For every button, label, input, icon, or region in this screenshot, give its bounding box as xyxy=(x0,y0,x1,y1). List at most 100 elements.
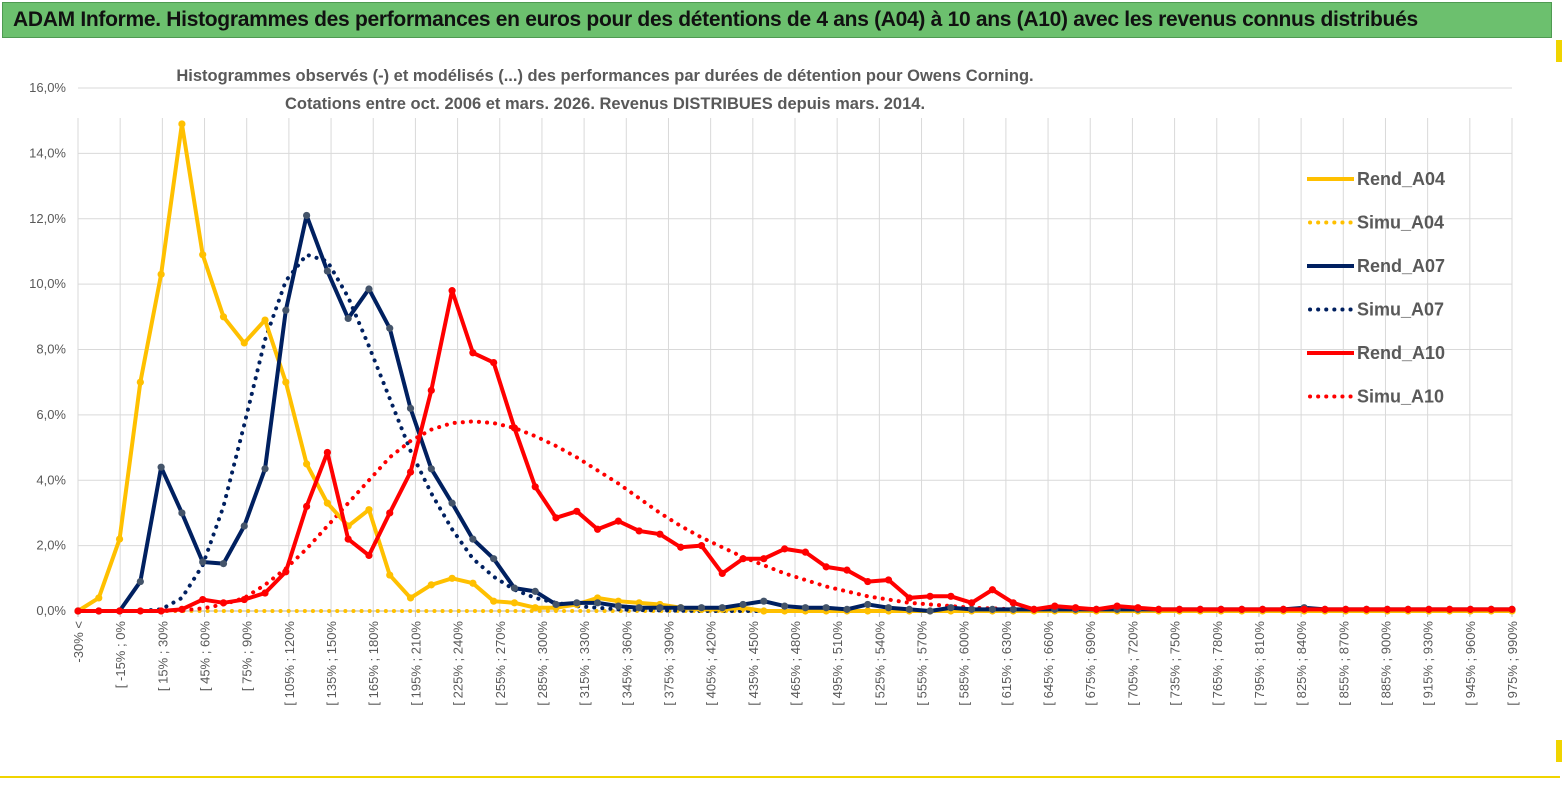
data-point xyxy=(136,577,144,586)
x-tick-label: [ 135% ; 150% xyxy=(324,621,339,706)
data-point xyxy=(282,378,290,386)
data-point xyxy=(510,424,519,432)
data-point xyxy=(864,600,872,609)
data-point xyxy=(635,604,643,612)
data-point xyxy=(199,558,207,566)
data-point xyxy=(739,600,747,609)
legend-entry: Simu_A10 xyxy=(1308,387,1444,407)
legend: Rend_A04 Simu_A04 Rend_A07 Simu_A07 Rend_A10… xyxy=(1307,169,1445,407)
data-point xyxy=(1113,602,1121,610)
data-point xyxy=(781,602,789,610)
data-point xyxy=(573,599,581,607)
data-point xyxy=(718,604,726,612)
x-tick-label: [ 795% ; 810% xyxy=(1252,621,1267,706)
data-point xyxy=(1051,602,1059,610)
data-point xyxy=(531,604,539,612)
data-point xyxy=(469,349,477,357)
data-point xyxy=(1300,605,1308,613)
data-point xyxy=(178,509,186,517)
x-axis: -30% < [ -15% ; 0% [ 15% ; 30% [ 45% ; 60% [… xyxy=(71,610,1520,706)
x-tick-label: [ 165% ; 180% xyxy=(366,621,381,706)
data-point xyxy=(760,597,768,605)
data-point xyxy=(178,120,186,128)
y-tick-label: 10,0% xyxy=(29,276,66,291)
data-point xyxy=(1217,605,1225,613)
x-tick-label: [ 465% ; 480% xyxy=(788,621,803,706)
data-point xyxy=(843,605,851,613)
data-point xyxy=(1259,605,1267,613)
report-title: ADAM Informe. Histogrammes des performan… xyxy=(13,8,1418,31)
data-point xyxy=(303,211,311,220)
data-point xyxy=(947,604,955,612)
data-point xyxy=(240,522,248,530)
data-point xyxy=(593,599,602,607)
x-tick-label: [ 705% ; 720% xyxy=(1125,621,1140,706)
data-point xyxy=(1196,605,1204,613)
data-point xyxy=(988,605,997,613)
data-point xyxy=(219,313,228,321)
data-point xyxy=(884,604,893,612)
data-point xyxy=(199,251,207,259)
data-point xyxy=(552,600,560,609)
chart-subtitle-line1: Histogrammes observés (-) et modélisés (… xyxy=(176,67,1033,85)
data-point xyxy=(219,560,228,568)
y-tick-label: 6,0% xyxy=(36,407,66,422)
legend-entry: Simu_A07 xyxy=(1308,300,1444,320)
data-point xyxy=(1342,605,1350,613)
x-tick-label: [ 825% ; 840% xyxy=(1294,621,1309,706)
x-tick-label: [ 855% ; 870% xyxy=(1336,621,1351,706)
x-tick-label: [ 375% ; 390% xyxy=(661,621,676,706)
data-point xyxy=(1466,605,1475,613)
data-point xyxy=(677,543,685,551)
data-point xyxy=(1508,605,1516,613)
data-point xyxy=(739,555,747,563)
data-point xyxy=(760,555,768,563)
data-point xyxy=(448,287,456,295)
data-point xyxy=(386,571,394,579)
data-point xyxy=(1362,605,1371,613)
data-point xyxy=(282,568,290,576)
legend-entry: Rend_A10 xyxy=(1307,343,1445,363)
data-point xyxy=(822,563,830,571)
x-tick-label: [ 195% ; 210% xyxy=(408,621,423,706)
x-tick-label: [ 315% ; 330% xyxy=(577,621,592,706)
data-point xyxy=(406,468,415,476)
x-tick-label: [ 585% ; 600% xyxy=(957,621,972,706)
data-point xyxy=(282,306,290,314)
legend-label: Rend_A07 xyxy=(1357,256,1445,276)
y-tick-label: 4,0% xyxy=(36,472,66,487)
data-point xyxy=(905,605,913,613)
data-point xyxy=(884,576,893,584)
data-point xyxy=(303,460,311,468)
data-point xyxy=(656,604,664,612)
data-point xyxy=(1092,605,1100,613)
data-point xyxy=(1009,599,1017,607)
x-tick-label: [ 645% ; 660% xyxy=(1041,621,1056,706)
x-tick-label: [ 255% ; 270% xyxy=(493,621,508,706)
data-point xyxy=(843,566,851,574)
series-layer xyxy=(74,120,1516,615)
data-point xyxy=(1009,605,1017,613)
legend-entry: Rend_A04 xyxy=(1307,169,1445,189)
data-point xyxy=(115,535,124,543)
data-point xyxy=(386,509,394,517)
x-tick-label: [ 105% ; 120% xyxy=(282,621,297,706)
data-point xyxy=(968,605,976,613)
data-point xyxy=(406,594,415,602)
data-point xyxy=(74,607,82,615)
data-point xyxy=(1279,605,1287,613)
data-point xyxy=(552,514,560,522)
x-tick-label: [ 345% ; 360% xyxy=(619,621,634,706)
data-point xyxy=(926,607,934,615)
x-tick-label: [ 405% ; 420% xyxy=(704,621,719,706)
report-banner: ADAM Informe. Histogrammes des performan… xyxy=(2,2,1552,38)
data-point xyxy=(1134,604,1142,612)
legend-label: Simu_A04 xyxy=(1357,213,1444,233)
data-point xyxy=(448,499,456,507)
data-point xyxy=(781,545,789,553)
data-point xyxy=(1425,605,1433,613)
x-tick-label: [ 945% ; 960% xyxy=(1463,621,1478,706)
data-point xyxy=(199,595,207,604)
data-point xyxy=(427,581,435,589)
data-point xyxy=(656,530,664,538)
